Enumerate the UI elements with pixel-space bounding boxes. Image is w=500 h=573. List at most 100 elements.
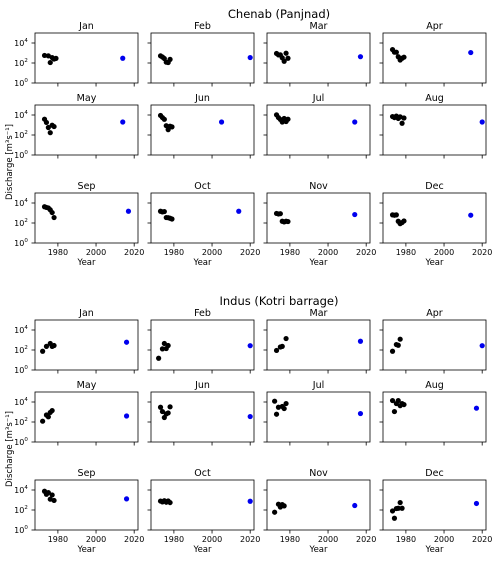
recent-point <box>219 119 224 124</box>
panel-title: Apr <box>426 21 443 32</box>
y-tick-label: 100 <box>14 525 28 535</box>
x-axis-title: Year <box>193 545 213 555</box>
y-tick-label: 102 <box>14 345 28 355</box>
historical-point <box>272 510 277 515</box>
panel-feb: Feb <box>148 308 255 374</box>
panel-jun: Jun <box>148 380 255 446</box>
historical-point <box>401 402 406 407</box>
x-tick-label: 2020 <box>472 248 492 257</box>
panel-sep: Sep100102104198020002020Year <box>14 468 144 555</box>
historical-point <box>390 349 395 354</box>
x-axis-title: Year <box>425 258 445 268</box>
x-tick-label: 2020 <box>356 535 376 544</box>
panel-title: Mar <box>310 308 328 319</box>
historical-point <box>272 399 277 404</box>
panel-title: Sep <box>78 181 96 192</box>
x-tick-label: 2020 <box>240 535 260 544</box>
x-tick-label: 2020 <box>472 535 492 544</box>
section-title-indus: Indus (Kotri barrage) <box>219 294 338 308</box>
recent-point <box>474 501 479 506</box>
panel-title: Oct <box>194 468 211 479</box>
x-tick-label: 2000 <box>202 248 222 257</box>
panel-aug: Aug <box>380 380 487 446</box>
x-axis-title: Year <box>193 258 213 268</box>
panel-apr: Apr <box>380 21 487 87</box>
historical-point <box>399 121 404 126</box>
panel-title: Jan <box>78 308 94 319</box>
plot-frame <box>383 193 486 243</box>
historical-point <box>401 115 406 120</box>
recent-point <box>352 503 357 508</box>
x-tick-label: 2000 <box>434 248 454 257</box>
recent-point <box>124 413 129 418</box>
recent-point <box>474 406 479 411</box>
recent-point <box>248 343 253 348</box>
y-tick-label: 100 <box>14 365 28 375</box>
panel-mar: Mar <box>264 21 371 87</box>
historical-point <box>396 343 401 348</box>
x-tick-label: 1980 <box>280 535 300 544</box>
x-axis-title: Year <box>77 545 97 555</box>
panel-may: May100102104 <box>14 93 138 160</box>
panel-dec: Dec 1980 2000 2020 Year <box>380 181 493 268</box>
recent-point <box>358 54 363 59</box>
x-tick-label: 1980 <box>396 535 416 544</box>
section-title-chenab: Chenab (Panjnad) <box>228 7 330 21</box>
recent-point <box>352 119 357 124</box>
x-tick-label: 2000 <box>434 535 454 544</box>
panel-title: Dec <box>425 181 443 192</box>
x-tick-label: 2000 <box>86 248 106 257</box>
y-tick-label: 104 <box>14 198 28 208</box>
panel-title: Apr <box>426 308 443 319</box>
x-tick-label: 1980 <box>164 248 184 257</box>
recent-point <box>480 119 485 124</box>
plot-frame <box>267 105 370 155</box>
panel-title: Aug <box>425 380 444 391</box>
plot-frame <box>267 193 370 243</box>
historical-point <box>53 56 58 61</box>
historical-point <box>167 500 172 505</box>
plot-frame <box>383 105 486 155</box>
recent-point <box>468 213 473 218</box>
x-tick-label: 1980 <box>396 248 416 257</box>
panel-title: Sep <box>78 468 96 479</box>
x-tick-label: 2000 <box>202 535 222 544</box>
recent-point <box>124 496 129 501</box>
x-tick-label: 1980 <box>48 248 68 257</box>
historical-point <box>169 216 174 221</box>
recent-point <box>468 50 473 55</box>
historical-point <box>399 506 404 511</box>
historical-point <box>162 117 167 122</box>
historical-point <box>162 209 167 214</box>
panel-title: Oct <box>194 181 211 192</box>
y-tick-label: 102 <box>14 130 28 140</box>
recent-point <box>126 209 131 214</box>
panel-title: Feb <box>194 21 211 32</box>
y-tick-label: 104 <box>14 485 28 495</box>
panel-jan: Jan 100 102 104 <box>14 308 138 375</box>
x-tick-label: 2020 <box>240 248 260 257</box>
historical-point <box>48 60 53 65</box>
recent-point <box>124 340 129 345</box>
historical-point <box>283 51 288 56</box>
panel-feb: Feb <box>148 21 255 87</box>
panel-mar: Mar <box>264 308 371 374</box>
historical-point <box>166 343 171 348</box>
historical-point <box>50 492 55 497</box>
historical-point <box>51 498 56 503</box>
y-tick-label: 104 <box>14 325 28 335</box>
historical-point <box>44 120 49 125</box>
y-tick-label: 102 <box>14 218 28 228</box>
plot-frame <box>151 480 254 530</box>
historical-point <box>280 344 285 349</box>
x-tick-label: 2020 <box>356 248 376 257</box>
panel-title: Dec <box>425 468 443 479</box>
panel-title: Nov <box>309 468 328 479</box>
historical-point <box>40 349 45 354</box>
plot-frame <box>35 480 138 530</box>
panel-oct: Oct 1980 2000 2020 Year <box>148 181 261 268</box>
x-axis-title: Year <box>425 545 445 555</box>
x-axis-title: Year <box>309 258 329 268</box>
historical-point <box>401 55 406 60</box>
panel-title: Jul <box>312 93 324 104</box>
